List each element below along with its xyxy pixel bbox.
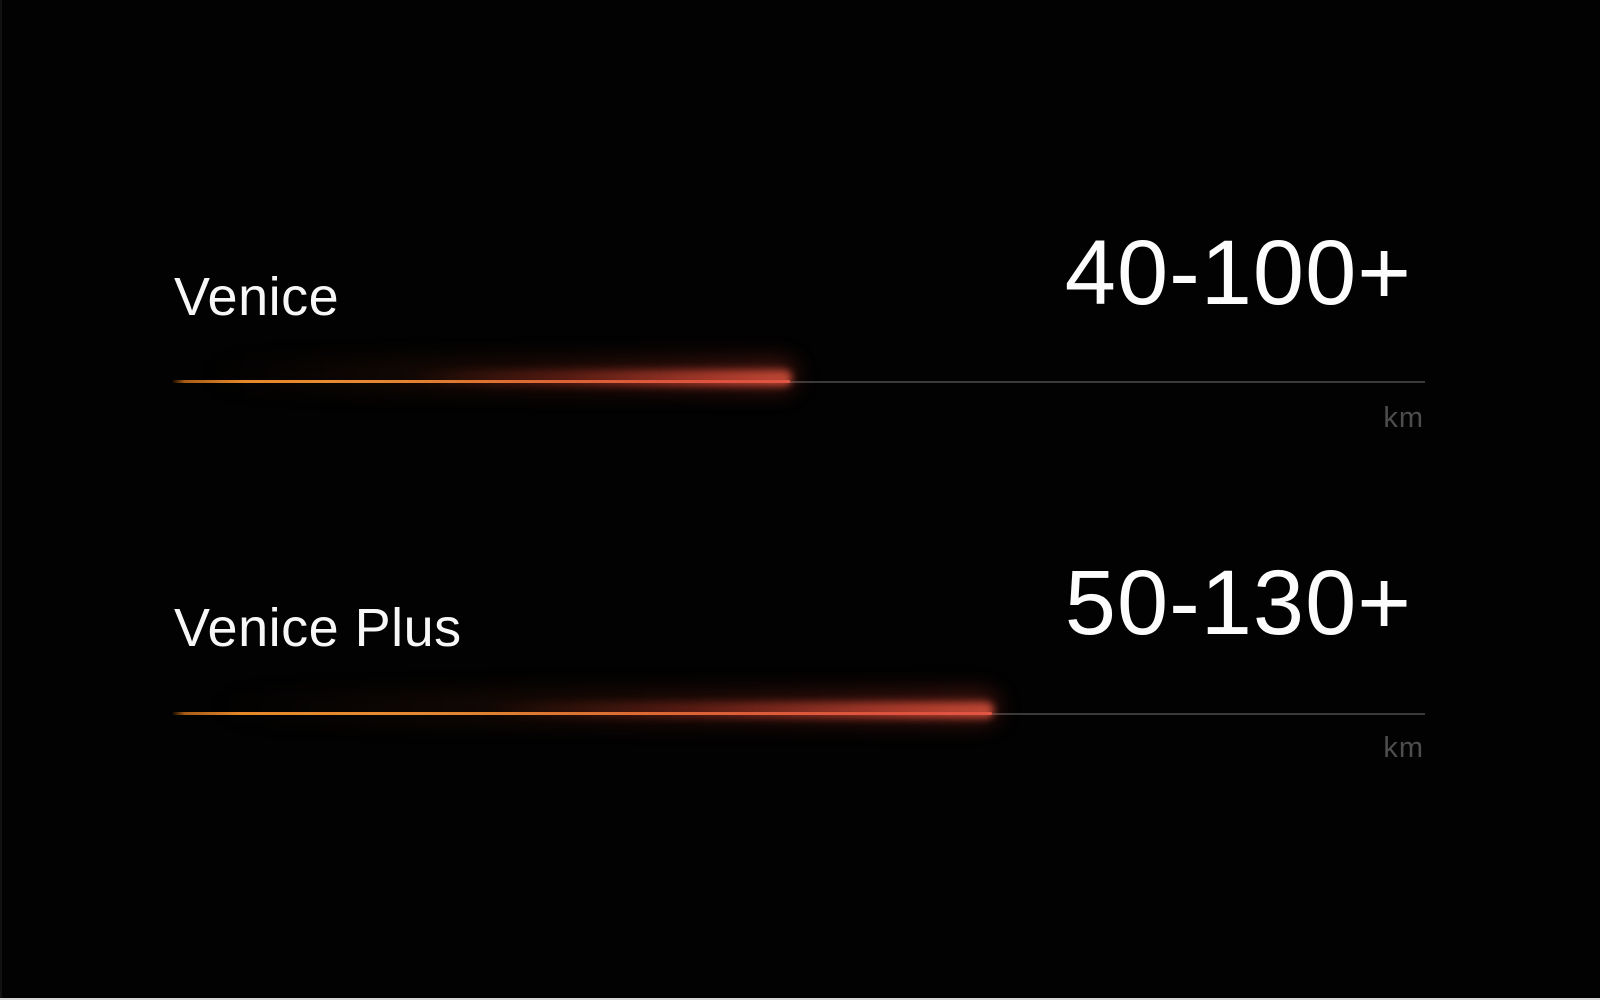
bar-glow-strong <box>486 702 994 718</box>
image-bottom-edge <box>0 998 1600 1000</box>
bar-track-venice <box>173 359 1425 391</box>
unit-label-km: km <box>1383 402 1424 434</box>
bar-track-venice-plus <box>173 691 1425 723</box>
bar-label-venice: Venice <box>174 267 340 327</box>
bar-glow-strong <box>409 370 793 386</box>
image-left-edge <box>0 0 2 1000</box>
bar-fill-venice-plus <box>173 691 998 723</box>
range-value-venice: 40-100+ <box>1064 222 1412 324</box>
range-value-venice-plus: 50-130+ <box>1064 552 1412 654</box>
bar-fill-venice <box>173 359 797 391</box>
unit-label-km: km <box>1383 732 1424 764</box>
bar-label-venice-plus: Venice Plus <box>174 598 462 658</box>
